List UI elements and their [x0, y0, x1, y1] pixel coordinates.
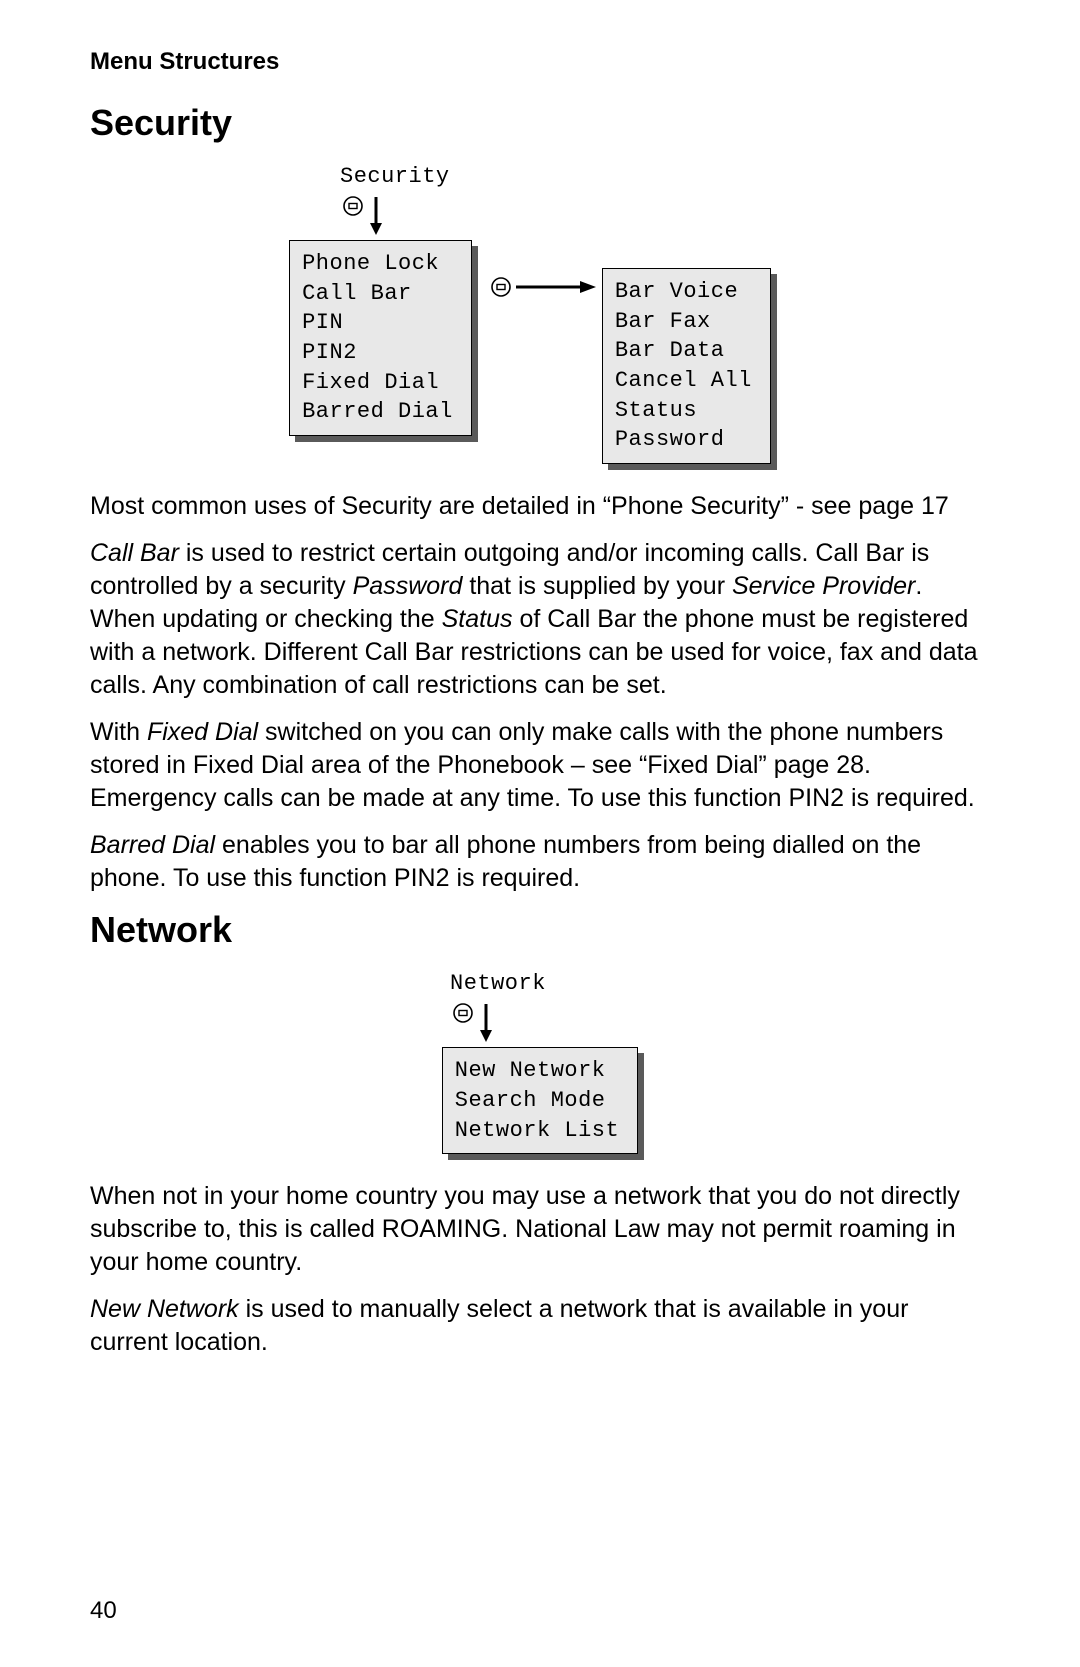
security-menu-box: Phone Lock Call Bar PIN PIN2 Fixed Dial …	[289, 240, 472, 436]
menu-item: Network List	[455, 1116, 619, 1146]
menu-item: Bar Data	[615, 336, 752, 366]
security-para-2: Call Bar is used to restrict certain out…	[90, 537, 990, 702]
network-heading: Network	[90, 909, 990, 951]
arrow-down-icon	[368, 195, 384, 240]
network-para-1: When not in your home country you may us…	[90, 1180, 990, 1279]
text: enables you to bar all phone numbers fro…	[90, 831, 921, 892]
term-barred-dial: Barred Dial	[90, 831, 215, 859]
security-root-label: Security	[340, 164, 450, 189]
menu-item: New Network	[455, 1056, 619, 1086]
network-diagram: Network	[410, 971, 670, 1154]
network-para-2: New Network is used to manually select a…	[90, 1293, 990, 1359]
text: that is supplied by your	[462, 572, 732, 600]
term-status: Status	[442, 605, 513, 633]
callbar-menu-box: Bar Voice Bar Fax Bar Data Cancel All St…	[602, 268, 771, 464]
security-heading: Security	[90, 102, 990, 144]
arrow-right-icon	[516, 279, 596, 300]
page: Menu Structures Security Security	[0, 0, 1080, 1667]
nav-icon	[342, 195, 364, 222]
menu-item: Search Mode	[455, 1086, 619, 1116]
menu-item: PIN	[302, 308, 453, 338]
term-call-bar: Call Bar	[90, 539, 179, 567]
menu-item: Bar Fax	[615, 307, 752, 337]
menu-item: Cancel All	[615, 366, 752, 396]
menu-item: Phone Lock	[302, 249, 453, 279]
network-menu-box: New Network Search Mode Network List	[442, 1047, 638, 1154]
menu-item: Call Bar	[302, 279, 453, 309]
term-service-provider: Service Provider	[732, 572, 915, 600]
arrow-down-icon	[478, 1002, 494, 1047]
page-number: 40	[90, 1597, 117, 1625]
header-label: Menu Structures	[90, 48, 990, 76]
nav-icon	[490, 276, 512, 303]
nav-icon	[452, 1002, 474, 1029]
security-para-4: Barred Dial enables you to bar all phone…	[90, 829, 990, 895]
security-para-1: Most common uses of Security are detaile…	[90, 490, 990, 523]
menu-item: Password	[615, 425, 752, 455]
text: With	[90, 718, 147, 746]
network-root-label: Network	[450, 971, 546, 996]
menu-item: PIN2	[302, 338, 453, 368]
term-new-network: New Network	[90, 1295, 239, 1323]
term-password: Password	[353, 572, 463, 600]
menu-item: Bar Voice	[615, 277, 752, 307]
menu-item: Barred Dial	[302, 397, 453, 427]
term-fixed-dial: Fixed Dial	[147, 718, 258, 746]
security-diagram: Security	[210, 164, 850, 464]
security-para-3: With Fixed Dial switched on you can only…	[90, 716, 990, 815]
menu-item: Fixed Dial	[302, 368, 453, 398]
menu-item: Status	[615, 396, 752, 426]
